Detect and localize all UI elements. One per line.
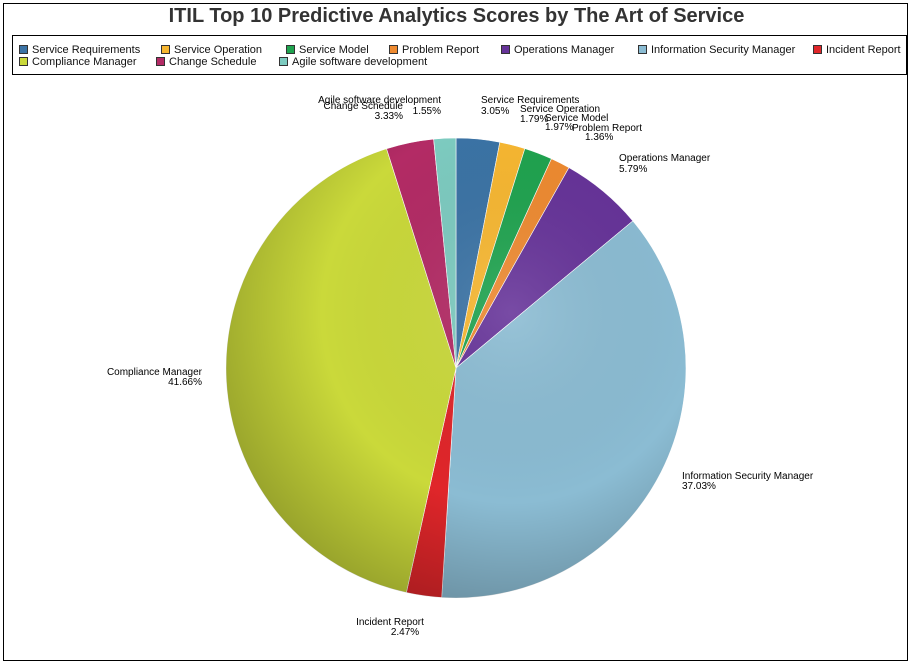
slice-value-service-requirements: 3.05% (481, 106, 509, 117)
legend-swatch (813, 44, 822, 54)
slice-value-service-operation: 1.79% (520, 114, 548, 125)
legend-swatch (19, 56, 28, 66)
slice-label-service-requirements: Service Requirements (481, 95, 579, 106)
slice-label-incident-report: Incident Report (356, 617, 424, 628)
legend-label: Compliance Manager (32, 56, 137, 68)
legend-label: Problem Report (402, 44, 480, 56)
slice-value-service-model: 1.97% (545, 122, 573, 133)
chart-title: ITIL Top 10 Predictive Analytics Scores … (168, 5, 745, 27)
slice-label-service-operation: Service Operation (520, 104, 600, 115)
legend-label: Service Model (299, 44, 369, 56)
legend-item-change-schedule: Change Schedule (156, 56, 256, 68)
legend-label: Service Operation (174, 44, 263, 56)
legend-swatch (156, 56, 165, 66)
legend-swatch (638, 44, 647, 54)
slice-label-problem-report: Problem Report (572, 123, 642, 134)
legend-swatch (19, 44, 28, 54)
legend-label: Operations Manager (514, 44, 615, 56)
legend-label: Service Requirements (32, 44, 141, 56)
legend-item-compliance-manager: Compliance Manager (19, 56, 137, 68)
slice-label-change-schedule: Change Schedule (323, 101, 403, 112)
legend-swatch (161, 44, 170, 54)
chart-legend: Service Requirements Service Operation Ser… (12, 35, 907, 75)
slice-value-problem-report: 1.36% (585, 132, 613, 143)
legend-swatch (501, 44, 510, 54)
legend-item-service-model: Service Model (286, 44, 369, 56)
legend-label: Agile software development (292, 56, 428, 68)
legend-item-service-operation: Service Operation (161, 44, 262, 56)
legend-swatch (286, 44, 295, 54)
slice-label-information-security-manager: Information Security Manager (682, 471, 814, 482)
legend-item-service-requirements: Service Requirements (19, 44, 140, 56)
slice-label-operations-manager: Operations Manager (619, 153, 711, 164)
slice-label-service-model: Service Model (545, 113, 608, 124)
slice-value-information-security-manager: 37.03% (682, 481, 716, 492)
legend-swatch (279, 56, 288, 66)
legend-item-information-security-manager: Information Security Manager (638, 44, 795, 56)
legend-swatch (389, 44, 398, 54)
legend-label: Incident Report (826, 44, 901, 56)
legend-label: Change Schedule (169, 56, 257, 68)
slice-value-incident-report: 2.47% (391, 627, 419, 638)
slice-label-agile-software-development: Agile software development (318, 95, 441, 106)
legend-item-incident-report: Incident Report (813, 44, 901, 56)
slice-label-compliance-manager: Compliance Manager (107, 367, 203, 378)
slice-value-agile-software-development: 1.55% (413, 106, 441, 117)
slice-value-change-schedule: 3.33% (375, 111, 403, 122)
legend-item-operations-manager: Operations Manager (501, 44, 614, 56)
legend-label: Information Security Manager (651, 44, 796, 56)
legend-item-agile-software-development: Agile software development (279, 56, 427, 68)
legend-item-problem-report: Problem Report (389, 44, 479, 56)
slice-value-compliance-manager: 41.66% (168, 377, 202, 388)
slice-value-operations-manager: 5.79% (619, 164, 647, 175)
